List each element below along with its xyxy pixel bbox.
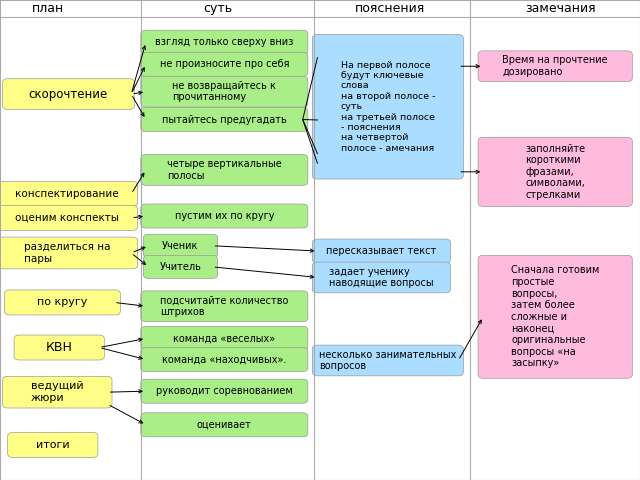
FancyBboxPatch shape bbox=[141, 204, 308, 228]
FancyBboxPatch shape bbox=[141, 326, 308, 350]
Text: разделиться на
пары: разделиться на пары bbox=[24, 242, 110, 264]
Text: скорочтение: скорочтение bbox=[29, 87, 108, 101]
FancyBboxPatch shape bbox=[141, 413, 308, 437]
Text: оценим конспекты: оценим конспекты bbox=[15, 213, 119, 223]
FancyBboxPatch shape bbox=[141, 291, 308, 322]
FancyBboxPatch shape bbox=[8, 432, 98, 457]
Text: не произносите про себя: не произносите про себя bbox=[159, 60, 289, 69]
FancyBboxPatch shape bbox=[0, 205, 138, 230]
Text: конспектирование: конспектирование bbox=[15, 189, 118, 199]
FancyBboxPatch shape bbox=[0, 237, 138, 269]
Text: КВН: КВН bbox=[46, 341, 72, 354]
FancyBboxPatch shape bbox=[141, 155, 308, 185]
FancyBboxPatch shape bbox=[478, 51, 632, 82]
FancyBboxPatch shape bbox=[312, 345, 463, 376]
Text: план: план bbox=[32, 2, 64, 15]
Text: суть: суть bbox=[203, 2, 232, 15]
Text: На первой полосе
будут ключевые
слова
на второй полосе -
суть
на третьей полосе
: На первой полосе будут ключевые слова на… bbox=[340, 60, 435, 153]
Text: пересказывает текст: пересказывает текст bbox=[326, 246, 436, 256]
Text: заполняйте
короткими
фразами,
символами,
стрелками: заполняйте короткими фразами, символами,… bbox=[525, 144, 585, 200]
Text: пытайтесь предугадать: пытайтесь предугадать bbox=[162, 115, 287, 124]
FancyBboxPatch shape bbox=[312, 239, 451, 263]
FancyBboxPatch shape bbox=[14, 335, 104, 360]
Text: взгляд только сверху вниз: взгляд только сверху вниз bbox=[155, 37, 294, 47]
Text: ведущий
жюри: ведущий жюри bbox=[31, 381, 84, 403]
FancyBboxPatch shape bbox=[141, 348, 308, 372]
Text: замечания: замечания bbox=[525, 2, 595, 15]
Text: оценивает: оценивает bbox=[197, 420, 252, 430]
Text: задает ученику
наводящие вопросы: задает ученику наводящие вопросы bbox=[329, 266, 434, 288]
FancyBboxPatch shape bbox=[0, 181, 138, 206]
FancyBboxPatch shape bbox=[141, 379, 308, 403]
FancyBboxPatch shape bbox=[143, 234, 218, 257]
FancyBboxPatch shape bbox=[141, 108, 308, 132]
Text: не возвращайтесь к
прочитанному: не возвращайтесь к прочитанному bbox=[172, 81, 276, 102]
FancyBboxPatch shape bbox=[3, 376, 112, 408]
FancyBboxPatch shape bbox=[141, 76, 308, 107]
Text: несколько занимательных
вопросов: несколько занимательных вопросов bbox=[319, 349, 456, 372]
Text: пояснения: пояснения bbox=[355, 2, 426, 15]
Text: Сначала готовим
простые
вопросы,
затем более
сложные и
наконец
оригинальные
вопр: Сначала готовим простые вопросы, затем б… bbox=[511, 265, 600, 368]
FancyBboxPatch shape bbox=[3, 79, 134, 109]
Text: итоги: итоги bbox=[36, 440, 70, 450]
FancyBboxPatch shape bbox=[141, 52, 308, 76]
Text: команда «находчивых».: команда «находчивых». bbox=[162, 355, 287, 364]
FancyBboxPatch shape bbox=[141, 30, 308, 54]
Text: подсчитайте количество
штрихов: подсчитайте количество штрихов bbox=[160, 295, 289, 317]
Text: Время на прочтение
дозировано: Время на прочтение дозировано bbox=[502, 56, 608, 77]
FancyBboxPatch shape bbox=[478, 255, 632, 378]
FancyBboxPatch shape bbox=[312, 262, 451, 293]
Text: команда «веселых»: команда «веселых» bbox=[173, 334, 275, 343]
FancyBboxPatch shape bbox=[312, 35, 463, 179]
Text: пустим их по кругу: пустим их по кругу bbox=[175, 211, 274, 221]
Text: по кругу: по кругу bbox=[37, 298, 88, 307]
Text: руководит соревнованием: руководит соревнованием bbox=[156, 386, 292, 396]
FancyBboxPatch shape bbox=[478, 137, 632, 206]
FancyBboxPatch shape bbox=[4, 290, 120, 315]
Text: четыре вертикальные
полосы: четыре вертикальные полосы bbox=[167, 159, 282, 181]
Text: Ученик: Ученик bbox=[163, 241, 198, 251]
FancyBboxPatch shape bbox=[143, 255, 218, 278]
Text: Учитель: Учитель bbox=[159, 262, 202, 272]
